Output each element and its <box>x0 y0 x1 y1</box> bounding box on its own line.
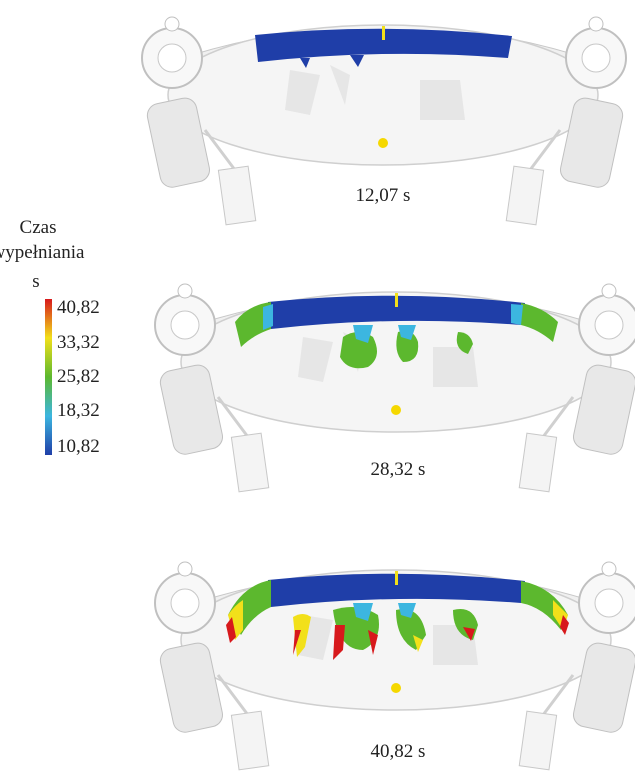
time-label: 12,07 s <box>356 185 411 206</box>
panel-3: 40,82 s <box>155 562 635 770</box>
time-label: 40,82 s <box>371 741 426 762</box>
legend-label: 33,32 <box>57 332 100 353</box>
panel-1: 12,07 s <box>142 17 626 225</box>
legend-label: 25,82 <box>57 366 100 387</box>
color-bar <box>45 299 52 455</box>
time-label: 28,32 s <box>371 459 426 480</box>
figure: {"legend": {"title_lines": ["Czas", "wyp… <box>0 0 635 781</box>
legend-label: 40,82 <box>57 297 100 318</box>
legend-title: Czas <box>20 217 57 238</box>
legend: Czas wypełniania s 40,82 33,32 25,82 18,… <box>0 217 100 457</box>
legend-label: 10,82 <box>57 436 100 457</box>
legend-unit: s <box>32 271 39 292</box>
figure-canvas: 12,07 s 28,32 s 40,82 s <box>0 0 635 781</box>
legend-label: 18,32 <box>57 400 100 421</box>
legend-title: wypełniania <box>0 242 85 263</box>
panel-2: 28,32 s <box>155 284 635 492</box>
